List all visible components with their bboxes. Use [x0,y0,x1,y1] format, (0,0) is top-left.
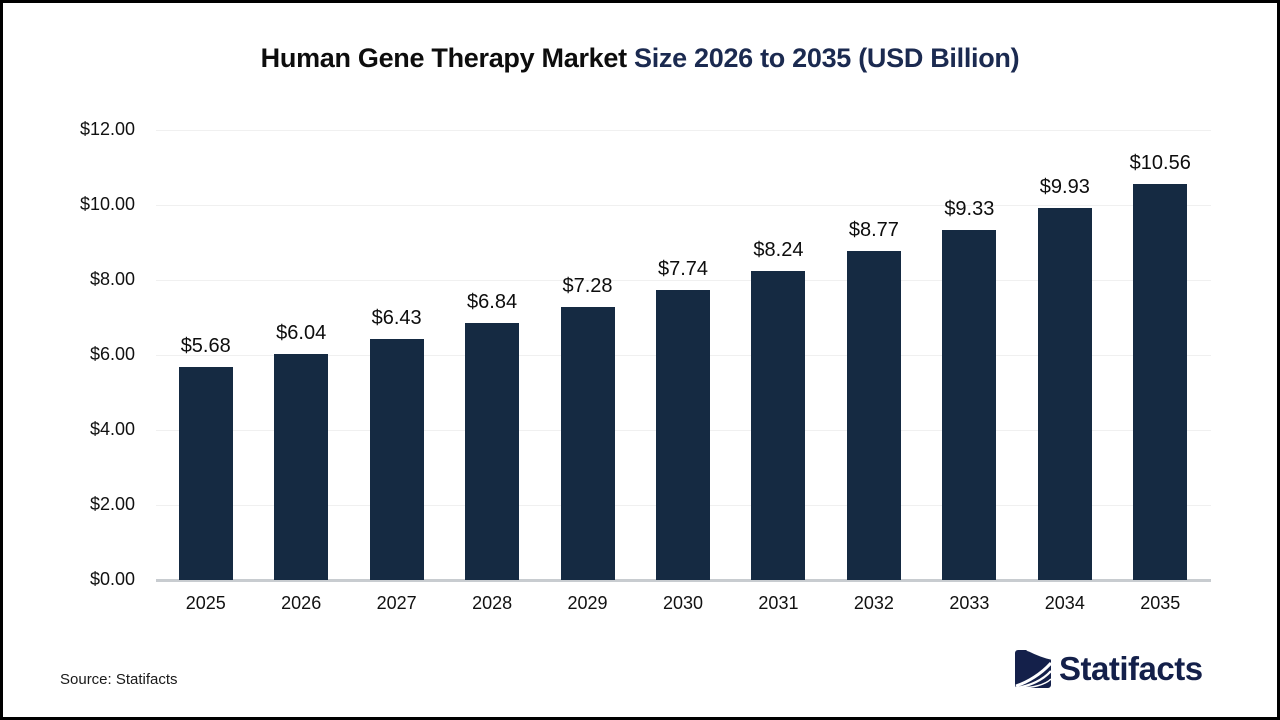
chart-title-main: Human Gene Therapy Market [260,43,634,73]
gridline [156,280,1211,281]
bar-2033 [942,230,997,580]
y-tick-label: $8.00 [89,269,135,289]
x-tick-label: 2033 [949,593,990,613]
bar-slot: $8.24 [731,130,826,580]
y-tick-label: $10.00 [79,194,135,214]
bar-2030 [655,290,710,580]
bar-slot: $6.84 [444,130,539,580]
statifacts-logo: Statifacts [1015,649,1203,689]
statifacts-wave-icon [1015,650,1051,688]
bar-slot: $9.93 [1017,130,1112,580]
bar-value-label: $6.84 [467,291,518,313]
bar-slot: $6.43 [349,130,444,580]
bar-2025 [178,367,233,580]
bar-2028 [465,323,520,580]
bar-2031 [751,271,806,580]
bar-2026 [274,354,329,580]
x-axis-labels: 2025 2026 2027 2028 2029 2030 2031 2032 2033 2034… [158,593,1208,614]
bar-slot: $5.68 [158,130,253,580]
bar-slot: $10.56 [1113,130,1208,580]
bar-value-label: $7.74 [657,258,709,280]
x-axis-line [156,579,1211,582]
chart-title-accent: Size 2026 to 2035 (USD Billion) [633,43,1020,73]
bar-series: $5.68 $6.04 $6.43 $6.84 $7.28 $7.74 $8.24 $8.77… [158,130,1208,580]
bar-slot: $8.77 [826,130,921,580]
bar-value-label: $9.93 [1039,176,1090,198]
bar-2027 [369,339,424,580]
x-tick-label: 2035 [1140,593,1181,613]
bar-2035 [1133,184,1188,580]
source-label: Source: Statifacts [60,671,178,688]
y-tick-label: $6.00 [89,344,135,364]
y-tick-label: $2.00 [89,494,135,514]
x-tick-label: 2025 [185,593,226,613]
y-tick-label: $0.00 [89,569,135,589]
bar-value-label: $5.68 [180,335,231,357]
bar-value-label: $6.04 [276,322,327,344]
x-tick-label: 2028 [472,593,513,613]
bar-2029 [560,307,615,580]
statifacts-logo-text: Statifacts [1059,650,1203,687]
bar-value-label: $9.33 [944,198,995,220]
gridline [156,130,1211,131]
x-tick-label: 2029 [567,593,608,613]
x-tick-label: 2034 [1044,593,1085,613]
x-tick-label: 2030 [662,593,704,613]
bar-value-label: $10.56 [1129,152,1191,174]
bar-2032 [846,251,901,580]
bar-value-label: $6.43 [371,307,422,329]
bar-value-label: $7.28 [562,275,613,297]
x-tick-label: 2031 [758,593,799,613]
bar-slot: $7.74 [635,130,730,580]
chart-title: Human Gene Therapy Market Size 2026 to 2… [3,43,1277,74]
x-tick-label: 2027 [376,593,417,613]
x-tick-label: 2032 [853,593,894,613]
bar-slot: $7.28 [540,130,635,580]
gridline [156,205,1211,206]
bar-value-label: $8.77 [848,219,899,241]
bar-slot: $9.33 [922,130,1017,580]
bar-slot: $6.04 [253,130,348,580]
x-tick-label: 2026 [281,593,322,613]
bar-2034 [1037,208,1092,580]
y-tick-label: $4.00 [89,419,135,439]
y-tick-label: $12.00 [79,119,135,139]
bar-value-label: $8.24 [753,239,804,261]
